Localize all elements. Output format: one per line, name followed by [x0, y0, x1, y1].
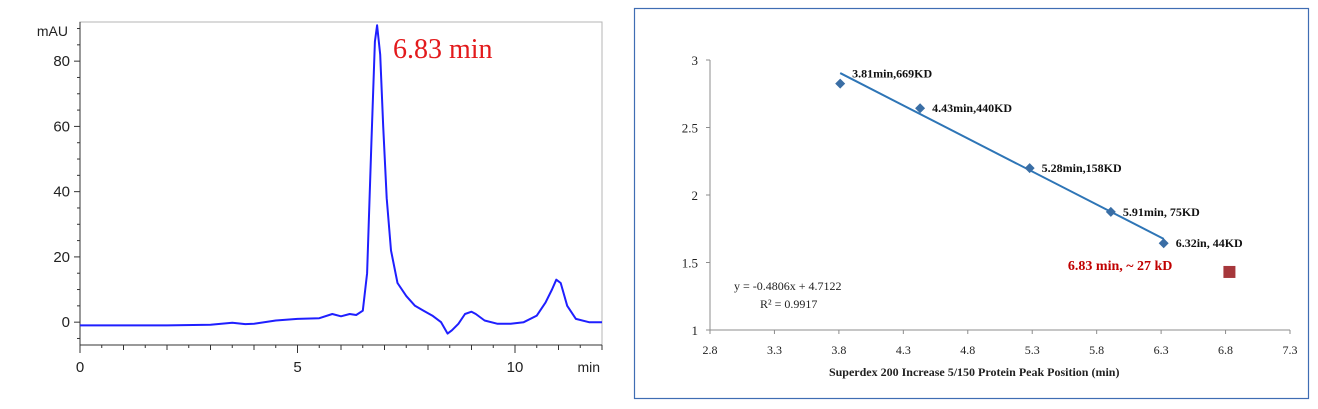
standard-label: 3.81min,669KD [852, 67, 932, 81]
unknown-sample-point [1223, 265, 1236, 278]
x-tick-label: 5.3 [1025, 343, 1040, 357]
calibration-chart: 1 1.5 2 2.5 3 2.8 3.3 3.8 4.3 4.8 5.3 5.8 6.3 6.8 7.3 S… [630, 0, 1318, 404]
x-tick-label: 6.3 [1154, 343, 1169, 357]
standard-label: 5.28min,158KD [1042, 161, 1122, 175]
x-tick-label: 4.3 [896, 343, 911, 357]
standard-point [915, 103, 926, 114]
x-axis-label: Superdex 200 Increase 5/150 Protein Peak… [829, 365, 1120, 379]
x-tick-label: 10 [507, 359, 524, 376]
chart-border [633, 7, 1310, 400]
y-tick-label: 0 [62, 314, 70, 331]
r-squared: R² = 0.9917 [760, 297, 817, 311]
y-tick-label: 1 [692, 323, 699, 338]
trend-equation: y = -0.4806x + 4.7122 [734, 279, 842, 293]
x-tick-label: 4.8 [960, 343, 975, 357]
x-tick-label: 3.3 [767, 343, 782, 357]
standard-point [1105, 206, 1116, 217]
standard-label: 4.43min,440KD [932, 101, 1012, 115]
y-tick-label: 3 [692, 53, 699, 68]
x-axis-unit: min [577, 359, 600, 375]
y-tick-label: 40 [53, 184, 70, 201]
y-tick-label: 60 [53, 118, 70, 135]
x-tick-label: 5 [293, 359, 301, 376]
y-tick-label: 2.5 [682, 121, 698, 136]
chromatogram-panel: 0 20 40 60 80 mAU 0 5 10 min 6.83 min [0, 0, 640, 404]
chromatogram-chart: 0 20 40 60 80 mAU 0 5 10 min 6.83 min [0, 0, 640, 404]
y-tick-label: 80 [53, 53, 70, 70]
chromatogram-trace [80, 24, 602, 335]
x-tick-label: 0 [76, 359, 84, 376]
x-tick-label: 6.8 [1218, 343, 1233, 357]
unknown-sample-label: 6.83 min, ~ 27 kD [1068, 259, 1173, 274]
y-tick-label: 20 [53, 249, 70, 266]
x-tick-label: 3.8 [831, 343, 846, 357]
standard-point [1158, 238, 1169, 249]
standard-label: 5.91min, 75KD [1123, 205, 1200, 219]
x-tick-label: 5.8 [1089, 343, 1104, 357]
peak-annotation: 6.83 min [393, 34, 493, 65]
standard-label: 6.32in, 44KD [1176, 236, 1243, 250]
calibration-panel: 1 1.5 2 2.5 3 2.8 3.3 3.8 4.3 4.8 5.3 5.8 6.3 6.8 7.3 S… [630, 0, 1318, 404]
plot-frame [79, 21, 603, 346]
x-tick-label: 7.3 [1283, 343, 1298, 357]
standard-point [1024, 163, 1035, 174]
standard-point [835, 78, 846, 89]
y-tick-label: 2 [692, 188, 699, 203]
y-axis-unit: mAU [37, 23, 68, 39]
y-tick-label: 1.5 [682, 256, 698, 271]
x-tick-label: 2.8 [703, 343, 718, 357]
chart-background [630, 0, 1318, 404]
